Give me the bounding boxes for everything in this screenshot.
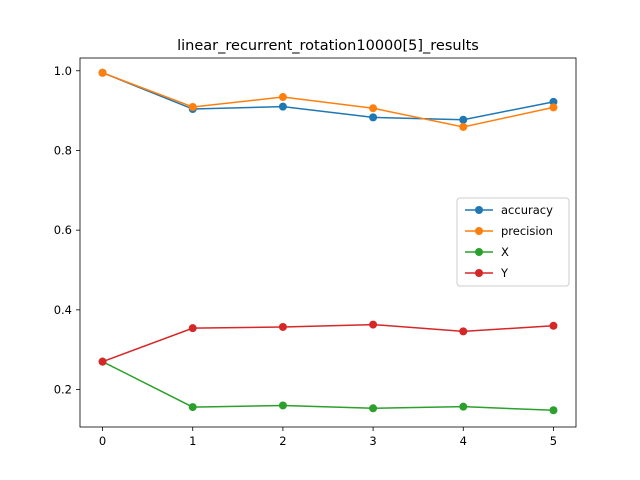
data-point-x	[369, 404, 378, 413]
data-point-x	[188, 403, 197, 412]
data-point-precision	[188, 103, 197, 112]
axes: 0 1 2 3 4 5 0.2 0.4 0.6 0.8 1.0	[54, 57, 577, 448]
data-point-accuracy	[549, 97, 558, 106]
data-point-y	[98, 357, 107, 366]
axes-frame	[79, 57, 577, 428]
data-point-y	[278, 322, 287, 331]
legend-marker-x	[475, 248, 483, 256]
series-line-precision	[102, 72, 554, 128]
legend-marker-y	[475, 269, 483, 277]
data-point-precision	[98, 68, 107, 77]
y-tick-label: 0.4	[54, 303, 72, 317]
data-point-precision	[549, 103, 558, 112]
data-point-accuracy	[369, 113, 378, 122]
legend-label-y: Y	[500, 266, 509, 280]
y-tick-label: 0.8	[54, 143, 72, 157]
x-tick-label: 4	[460, 434, 467, 448]
x-tick-label: 2	[279, 434, 286, 448]
series-line-x	[102, 360, 554, 412]
x-tick-label: 3	[369, 434, 376, 448]
x-tick-label: 1	[189, 434, 196, 448]
chart-title: linear_recurrent_rotation10000[5]_result…	[177, 38, 479, 54]
data-point-x	[278, 401, 287, 410]
data-point-accuracy	[459, 115, 468, 124]
y-tick-label: 0.6	[54, 223, 72, 237]
data-point-y	[369, 320, 378, 329]
y-tick-label: 0.2	[54, 383, 72, 397]
data-point-x	[459, 402, 468, 411]
series-line-accuracy	[102, 72, 554, 121]
plot-area	[98, 68, 558, 415]
y-tick-label: 1.0	[54, 64, 72, 78]
data-point-y	[188, 324, 197, 333]
legend-marker-accuracy	[475, 206, 483, 214]
data-point-accuracy	[278, 102, 287, 111]
x-tick-label: 0	[99, 434, 106, 448]
data-point-precision	[278, 93, 287, 102]
legend-label-accuracy: accuracy	[501, 203, 553, 217]
legend-marker-precision	[475, 227, 483, 235]
legend: accuracy precision XY	[456, 197, 570, 287]
x-tick-label: 5	[550, 434, 557, 448]
data-point-y	[459, 327, 468, 336]
data-point-x	[549, 406, 558, 415]
data-point-precision	[369, 104, 378, 113]
series-line-y	[102, 323, 554, 363]
legend-label-precision: precision	[501, 224, 553, 238]
data-point-precision	[459, 122, 468, 131]
legend-label-x: X	[501, 245, 509, 259]
data-point-y	[549, 321, 558, 330]
legend-box	[456, 197, 570, 287]
